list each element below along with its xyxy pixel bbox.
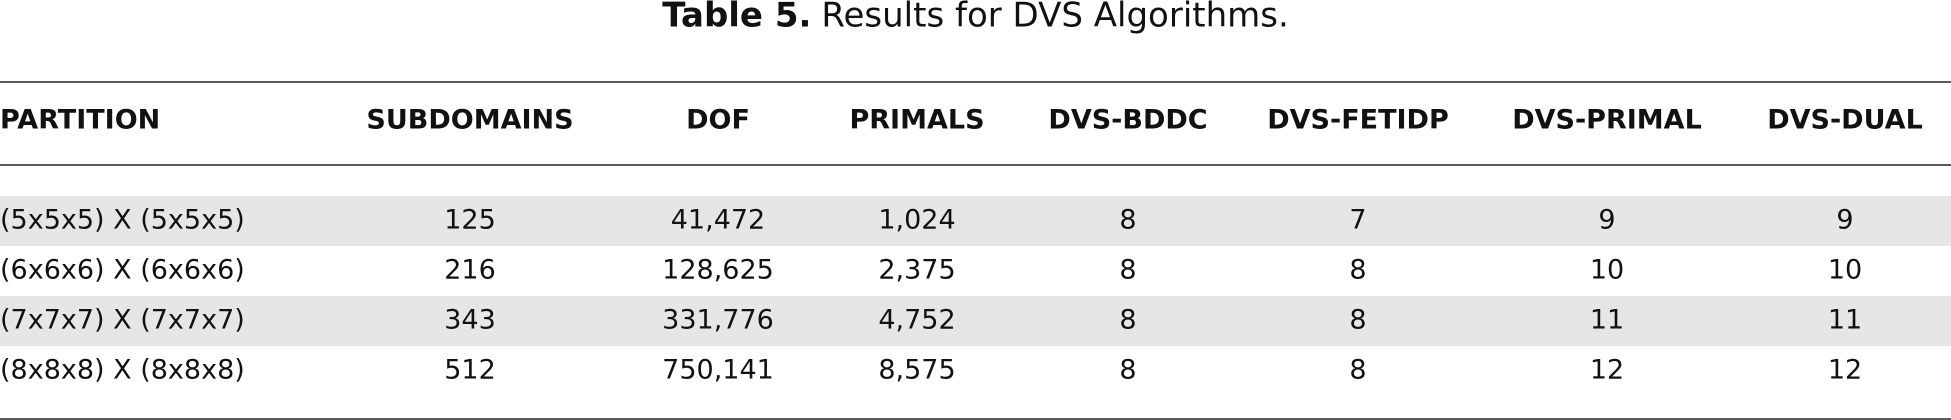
table-cell: 8 [1349, 355, 1366, 386]
table-cell: 10 [1828, 255, 1862, 286]
table-cell: (7x7x7) X (7x7x7) [0, 305, 245, 336]
column-header: PRIMALS [849, 105, 984, 136]
table-cell: 8 [1119, 305, 1136, 336]
table-cell: 8,575 [878, 355, 955, 386]
row-shade [0, 196, 1951, 246]
table-cell: 11 [1828, 305, 1862, 336]
row-shade [0, 296, 1951, 346]
table-cell: 8 [1349, 305, 1366, 336]
table-cell: 128,625 [662, 255, 774, 286]
table-cell: 125 [444, 205, 496, 236]
table-cell: 10 [1590, 255, 1624, 286]
caption-label: Table 5. [662, 0, 811, 36]
table-cell: 512 [444, 355, 496, 386]
table-cell: 7 [1349, 205, 1366, 236]
column-header: DVS-FETIDP [1267, 105, 1449, 136]
table-cell: 9 [1598, 205, 1615, 236]
table-cell: 750,141 [662, 355, 774, 386]
table-cell: 8 [1119, 205, 1136, 236]
table-cell: (6x6x6) X (6x6x6) [0, 255, 245, 286]
table-cell: (8x8x8) X (8x8x8) [0, 355, 245, 386]
table-cell: 4,752 [878, 305, 955, 336]
table-cell: 41,472 [671, 205, 765, 236]
column-header: DOF [686, 105, 750, 136]
table-cell: 8 [1119, 255, 1136, 286]
column-header: SUBDOMAINS [366, 105, 573, 136]
table-cell: 331,776 [662, 305, 774, 336]
column-header: DVS-DUAL [1767, 105, 1923, 136]
table-cell: 1,024 [878, 205, 955, 236]
column-header: DVS-BDDC [1048, 105, 1207, 136]
table-cell: 8 [1349, 255, 1366, 286]
caption-text: Results for DVS Algorithms. [821, 0, 1288, 36]
table-cell: 8 [1119, 355, 1136, 386]
table-cell: 9 [1836, 205, 1853, 236]
table-cell: 343 [444, 305, 496, 336]
table-cell: 11 [1590, 305, 1624, 336]
column-header: DVS-PRIMAL [1512, 105, 1702, 136]
column-header: PARTITION [0, 105, 160, 136]
table-cell: 12 [1590, 355, 1624, 386]
table-cell: 2,375 [878, 255, 955, 286]
table-cell: 12 [1828, 355, 1862, 386]
table-cell: 216 [444, 255, 496, 286]
table-cell: (5x5x5) X (5x5x5) [0, 205, 245, 236]
